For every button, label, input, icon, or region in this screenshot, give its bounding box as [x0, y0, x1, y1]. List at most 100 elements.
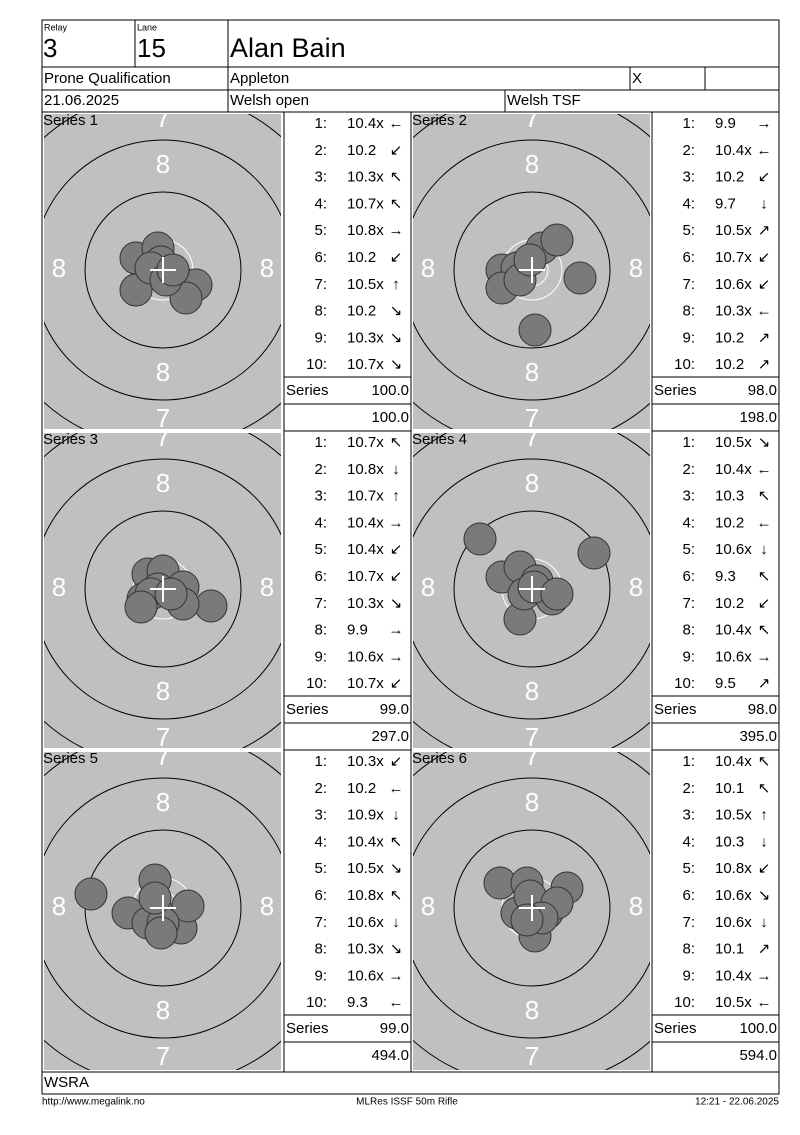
date: 21.06.2025 — [44, 92, 119, 109]
shot-score: 10.3 — [715, 833, 744, 850]
ring-label: 8 — [421, 253, 435, 283]
shot-score: 9.7 — [715, 195, 736, 212]
shot-score: 10.6x — [347, 648, 384, 665]
software: MLRes ISSF 50m Rifle — [356, 1097, 458, 1108]
shot-score: 10.7x — [347, 195, 384, 212]
shot-number: 6: — [314, 249, 327, 266]
series-label: Series — [286, 1020, 329, 1037]
shooter-name: Alan Bain — [230, 33, 346, 63]
shot-number: 2: — [682, 142, 695, 159]
target: 8 8 8 8 7 7 — [413, 752, 650, 1070]
shot-number: 1: — [682, 753, 695, 770]
ring-label: 8 — [52, 891, 66, 921]
shot-number: 6: — [314, 887, 327, 904]
shot-number: 7: — [314, 595, 327, 612]
shot-score: 10.5x — [715, 434, 752, 451]
shot-number: 3: — [314, 169, 327, 186]
ring-label: 7 — [525, 422, 539, 452]
shot-score: 10.5x — [347, 276, 384, 293]
shot-direction: → — [757, 648, 772, 665]
shot-score: 10.4x — [715, 753, 752, 770]
shot-direction: ↖ — [390, 195, 403, 212]
shot-number: 2: — [314, 461, 327, 478]
shot-number: 9: — [682, 967, 695, 984]
ring-label: 7 — [525, 403, 539, 433]
shot-direction: ↓ — [760, 195, 768, 212]
shot-score: 10.6x — [347, 967, 384, 984]
target: 8 8 8 8 7 7 — [44, 114, 281, 429]
shot-direction: ↑ — [392, 276, 400, 293]
shot-direction: ↙ — [390, 568, 403, 585]
ring-label: 8 — [525, 787, 539, 817]
shot-direction: ↖ — [758, 568, 771, 585]
url: http://www.megalink.no — [42, 1097, 145, 1108]
shot-score: 10.6x — [715, 887, 752, 904]
shot-number: 4: — [314, 514, 327, 531]
series-title: Series 4 — [412, 431, 467, 448]
shot-number: 6: — [682, 887, 695, 904]
shot-score: 9.9 — [347, 622, 368, 639]
shot-score: 10.7x — [347, 356, 384, 373]
shot-score: 10.6x — [715, 541, 752, 558]
shot-direction: ↖ — [758, 488, 771, 505]
shot-number: 4: — [314, 833, 327, 850]
ring-label: 8 — [156, 995, 170, 1025]
shot-score: 10.2 — [347, 780, 376, 797]
shot-number: 8: — [682, 941, 695, 958]
ring — [453, 510, 611, 668]
series-total: 98.0 — [748, 701, 777, 718]
shot-direction: ↙ — [390, 675, 403, 692]
shot-direction: ↙ — [758, 169, 771, 186]
organizer: Welsh TSF — [507, 92, 581, 109]
shot-hole — [540, 577, 574, 611]
shot-direction: ← — [389, 780, 404, 797]
shot-number: 9: — [682, 648, 695, 665]
shot-number: 9: — [314, 648, 327, 665]
shot-number: 6: — [682, 249, 695, 266]
shot-direction: ↙ — [758, 249, 771, 266]
shot-score: 10.6x — [715, 276, 752, 293]
ring-label: 8 — [525, 676, 539, 706]
shot-hole — [138, 881, 172, 915]
shot-score: 10.4x — [715, 461, 752, 478]
series-label: Series — [286, 382, 329, 399]
shot-number: 9: — [682, 329, 695, 346]
shot-number: 4: — [682, 833, 695, 850]
shot-direction: ↓ — [760, 833, 768, 850]
shot-number: 10: — [674, 356, 695, 373]
shot-hole — [513, 243, 547, 277]
ring-label: 8 — [421, 572, 435, 602]
shot-direction: ↖ — [758, 622, 771, 639]
shot-direction: → — [757, 115, 772, 132]
shot-number: 3: — [314, 807, 327, 824]
shot-score: 10.7x — [347, 568, 384, 585]
shot-score: 9.5 — [715, 675, 736, 692]
series-total: 98.0 — [748, 382, 777, 399]
ring — [413, 139, 650, 401]
series-label: Series — [654, 382, 697, 399]
shot-score: 10.2 — [347, 249, 376, 266]
ring-label: 8 — [525, 357, 539, 387]
shot-direction: → — [389, 222, 404, 239]
shot-number: 10: — [306, 675, 327, 692]
shot-direction: ↗ — [758, 222, 771, 239]
shot-score: 10.3 — [715, 488, 744, 505]
shot-number: 8: — [314, 622, 327, 639]
shot-score: 10.5x — [715, 222, 752, 239]
shot-direction: ↘ — [390, 595, 403, 612]
ring-label: 8 — [52, 253, 66, 283]
ring — [413, 777, 650, 1039]
shot-direction: ↗ — [758, 941, 771, 958]
shot-number: 1: — [314, 753, 327, 770]
target: 8 8 8 8 7 7 — [413, 103, 650, 433]
shot-direction: ↗ — [758, 329, 771, 346]
running-total: 594.0 — [739, 1047, 777, 1064]
shot-direction: → — [389, 514, 404, 531]
ring-label: 8 — [156, 676, 170, 706]
shot-hole — [518, 313, 552, 347]
shot-hole — [194, 589, 228, 623]
ring-label: 7 — [525, 103, 539, 133]
ring — [84, 510, 242, 668]
shot-score: 10.3x — [347, 941, 384, 958]
ring-label: 8 — [525, 468, 539, 498]
